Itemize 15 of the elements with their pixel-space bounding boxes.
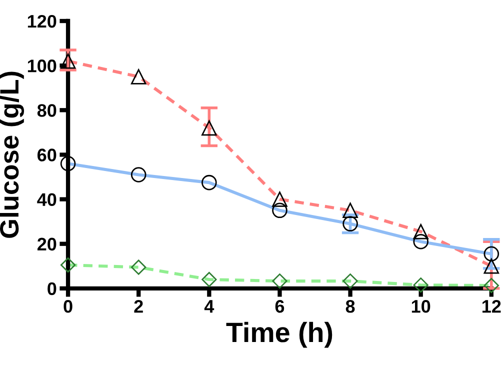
y-tick-label: 120 bbox=[28, 14, 56, 28]
x-tick-label: 4 bbox=[204, 300, 214, 313]
x-tick-label: 0 bbox=[64, 300, 72, 313]
x-tick-label: 2 bbox=[134, 300, 143, 313]
x-tick-label: 10 bbox=[412, 300, 430, 313]
y-tick-label: 0 bbox=[48, 282, 56, 296]
x-tick-label: 6 bbox=[275, 300, 284, 313]
y-tick-label: 100 bbox=[28, 60, 56, 72]
y-tick-label: 40 bbox=[37, 193, 56, 206]
y-tick-label: 20 bbox=[37, 238, 56, 251]
x-axis-title: Time (h) bbox=[226, 322, 332, 348]
x-tick-label: 8 bbox=[346, 300, 355, 313]
y-tick-label: 60 bbox=[38, 148, 56, 162]
x-tick-label: 12 bbox=[482, 300, 501, 313]
y-tick-label: 80 bbox=[37, 104, 56, 117]
